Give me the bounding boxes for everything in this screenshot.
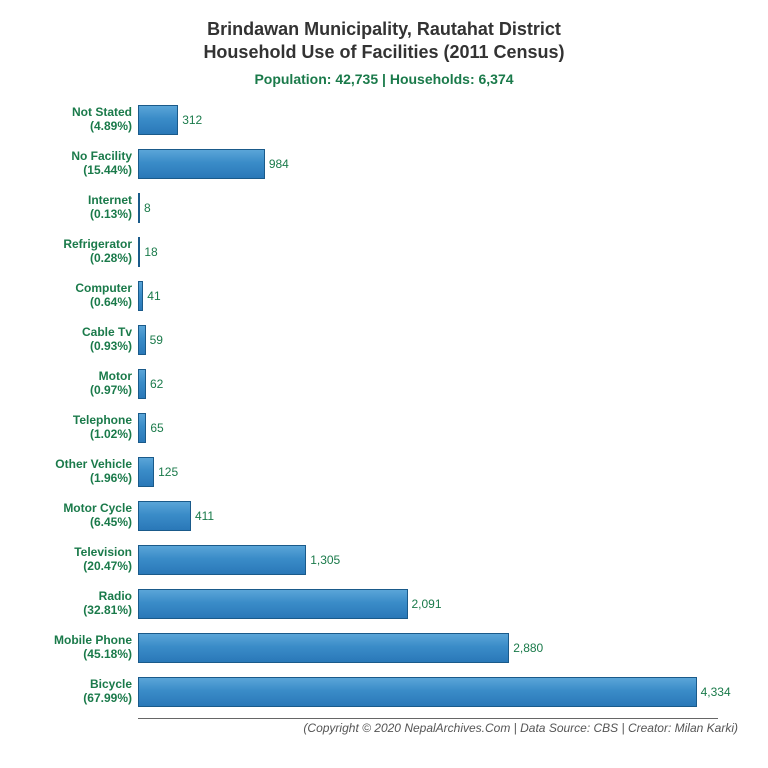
bar [138, 589, 408, 619]
bar [138, 457, 154, 487]
chart-subtitle: Population: 42,735 | Households: 6,374 [30, 71, 738, 87]
bar-row: Refrigerator(0.28%)18 [138, 237, 158, 267]
bar [138, 545, 306, 575]
bar-row: Other Vehicle(1.96%)125 [138, 457, 178, 487]
value-label: 65 [150, 421, 163, 435]
y-axis-label: Radio(32.81%) [83, 590, 132, 618]
bar-row: Not Stated(4.89%)312 [138, 105, 202, 135]
bar [138, 633, 509, 663]
bar-row: Computer(0.64%)41 [138, 281, 161, 311]
value-label: 411 [195, 509, 214, 523]
credit-text: (Copyright © 2020 NepalArchives.Com | Da… [303, 721, 738, 735]
bar [138, 105, 178, 135]
y-axis-label: Computer(0.64%) [75, 282, 132, 310]
bar-row: Motor(0.97%)62 [138, 369, 163, 399]
bar-row: Bicycle(67.99%)4,334 [138, 677, 731, 707]
value-label: 62 [150, 377, 163, 391]
bar-row: No Facility(15.44%)984 [138, 149, 289, 179]
value-label: 125 [158, 465, 178, 479]
value-label: 41 [147, 289, 160, 303]
y-axis-label: Telephone(1.02%) [73, 414, 132, 442]
y-axis-label: Bicycle(67.99%) [83, 678, 132, 706]
bar-row: Mobile Phone(45.18%)2,880 [138, 633, 543, 663]
title-line-1: Brindawan Municipality, Rautahat Distric… [207, 19, 561, 39]
bar [138, 237, 140, 267]
bar [138, 149, 265, 179]
chart-container: Brindawan Municipality, Rautahat Distric… [0, 0, 768, 768]
y-axis-label: Not Stated(4.89%) [72, 106, 132, 134]
value-label: 312 [182, 113, 202, 127]
bar [138, 193, 140, 223]
bar-row: Radio(32.81%)2,091 [138, 589, 442, 619]
y-axis-label: Mobile Phone(45.18%) [54, 634, 132, 662]
y-axis-label: Television(20.47%) [74, 546, 132, 574]
value-label: 2,091 [412, 597, 442, 611]
bar [138, 325, 146, 355]
y-axis-label: Motor(0.97%) [90, 370, 132, 398]
value-label: 59 [150, 333, 163, 347]
value-label: 8 [144, 201, 151, 215]
y-axis-label: No Facility(15.44%) [71, 150, 132, 178]
bar-row: Television(20.47%)1,305 [138, 545, 340, 575]
value-label: 1,305 [310, 553, 340, 567]
y-axis-label: Other Vehicle(1.96%) [55, 458, 132, 486]
title-line-2: Household Use of Facilities (2011 Census… [203, 42, 564, 62]
y-axis-label: Cable Tv(0.93%) [82, 326, 132, 354]
y-axis-label: Motor Cycle(6.45%) [63, 502, 132, 530]
bar [138, 677, 697, 707]
bar [138, 501, 191, 531]
chart-title: Brindawan Municipality, Rautahat Distric… [30, 18, 738, 63]
bar [138, 281, 143, 311]
value-label: 984 [269, 157, 289, 171]
y-axis-label: Internet(0.13%) [88, 194, 132, 222]
value-label: 18 [144, 245, 157, 259]
bar-row: Motor Cycle(6.45%)411 [138, 501, 214, 531]
bar [138, 369, 146, 399]
bar-row: Internet(0.13%)8 [138, 193, 151, 223]
value-label: 2,880 [513, 641, 543, 655]
value-label: 4,334 [701, 685, 731, 699]
plot-area: Not Stated(4.89%)312 No Facility(15.44%)9… [138, 101, 718, 719]
y-axis-label: Refrigerator(0.28%) [63, 238, 132, 266]
bar-row: Telephone(1.02%)65 [138, 413, 164, 443]
bar-row: Cable Tv(0.93%)59 [138, 325, 163, 355]
bar [138, 413, 146, 443]
